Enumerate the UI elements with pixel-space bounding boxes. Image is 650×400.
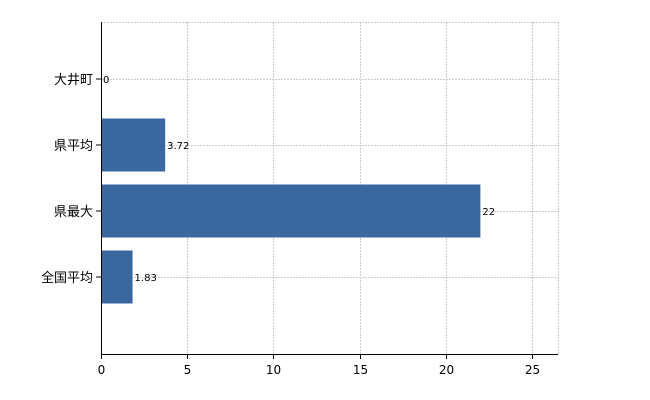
axis-layer	[96, 22, 558, 359]
bar-3	[101, 250, 133, 304]
x-tick-label-15: 15	[353, 363, 368, 377]
bar-2	[101, 184, 481, 238]
data-label-0: 0	[103, 75, 109, 86]
category-label-2: 県最大	[54, 205, 93, 220]
bar-1	[101, 118, 166, 172]
data-label-3: 1.83	[135, 273, 157, 284]
x-tick-label-20: 20	[439, 363, 454, 377]
x-tick-label-10: 10	[266, 363, 281, 377]
bar-layer	[101, 118, 481, 304]
category-label-3: 全国平均	[41, 270, 93, 286]
data-label-2: 22	[482, 207, 495, 218]
x-tick-label-5: 5	[184, 363, 192, 377]
x-tick-label-0: 0	[98, 363, 106, 377]
category-label-1: 県平均	[54, 139, 93, 154]
data-label-1: 3.72	[167, 141, 189, 152]
label-layer: 大井町 0 県平均 3.72 県最大 22 全国平均 1.83 0 5 10 15 20 25	[41, 73, 540, 377]
x-tick-label-25: 25	[525, 363, 540, 377]
category-label-0: 大井町	[54, 73, 93, 88]
